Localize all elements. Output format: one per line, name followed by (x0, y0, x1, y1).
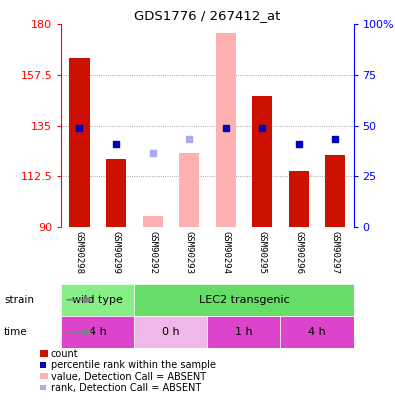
Text: value, Detection Call = ABSENT: value, Detection Call = ABSENT (51, 372, 206, 382)
Bar (325, 155, 345, 227)
Text: percentile rank within the sample: percentile rank within the sample (51, 360, 216, 370)
Text: rank, Detection Call = ABSENT: rank, Detection Call = ABSENT (51, 383, 201, 393)
Bar (179, 153, 199, 227)
Text: strain: strain (4, 295, 34, 305)
Text: count: count (51, 349, 78, 359)
Text: GSM90298: GSM90298 (75, 231, 84, 274)
Bar (280, 316, 354, 348)
Text: wild type: wild type (72, 295, 123, 305)
Title: GDS1776 / 267412_at: GDS1776 / 267412_at (134, 9, 280, 22)
Bar (252, 96, 272, 227)
Text: GSM90299: GSM90299 (111, 231, 120, 274)
Text: GSM90293: GSM90293 (184, 231, 194, 274)
Text: GSM90296: GSM90296 (294, 231, 303, 274)
Bar (70, 58, 90, 227)
Text: GSM90297: GSM90297 (331, 231, 340, 274)
Bar (143, 215, 163, 227)
Text: 4 h: 4 h (308, 327, 326, 337)
Text: LEC2 transgenic: LEC2 transgenic (199, 295, 289, 305)
Bar (134, 316, 207, 348)
Text: 1 h: 1 h (235, 327, 253, 337)
Bar (289, 171, 309, 227)
Text: 0 h: 0 h (162, 327, 180, 337)
Bar (61, 284, 134, 316)
Text: GSM90292: GSM90292 (148, 231, 157, 274)
Bar (207, 316, 280, 348)
Text: GSM90294: GSM90294 (221, 231, 230, 274)
Text: time: time (4, 327, 28, 337)
Bar (216, 33, 236, 227)
Text: GSM90295: GSM90295 (258, 231, 267, 274)
Bar (61, 316, 134, 348)
Bar (106, 159, 126, 227)
Bar (134, 284, 354, 316)
Text: 4 h: 4 h (89, 327, 107, 337)
